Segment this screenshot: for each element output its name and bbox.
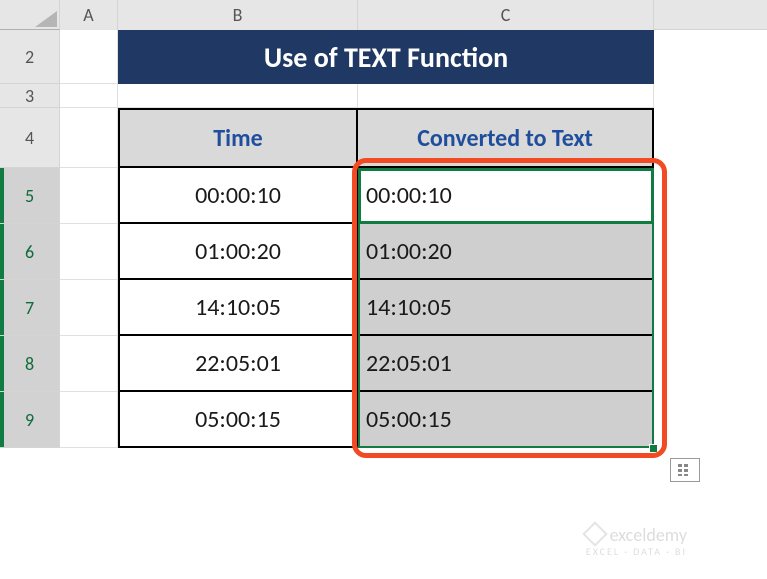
- row-header-9[interactable]: 9: [0, 392, 60, 448]
- cell-B8[interactable]: 22:05:01: [118, 336, 358, 392]
- cell-C7[interactable]: 14:10:05: [358, 280, 654, 336]
- row-header-8[interactable]: 8: [0, 336, 60, 392]
- cell-B5[interactable]: 00:00:10: [118, 168, 358, 224]
- fill-handle[interactable]: [649, 444, 658, 453]
- row-header-5[interactable]: 5: [0, 168, 60, 224]
- cell-A5[interactable]: [60, 168, 118, 224]
- cell-A2[interactable]: [60, 30, 118, 84]
- row-header-6[interactable]: 6: [0, 224, 60, 280]
- cell-C5[interactable]: 00:00:10: [358, 168, 654, 224]
- cell-C3[interactable]: [358, 84, 654, 108]
- cell-B7[interactable]: 14:10:05: [118, 280, 358, 336]
- cell-A7[interactable]: [60, 280, 118, 336]
- row-header-3[interactable]: 3: [0, 84, 60, 108]
- column-headers: A B C: [0, 0, 767, 30]
- cell-A9[interactable]: [60, 392, 118, 448]
- spreadsheet-view: A B C 2 3 4 5 6 7 8 9 Use of TEXT Functi…: [0, 0, 767, 579]
- cell-C8[interactable]: 22:05:01: [358, 336, 654, 392]
- cell-A4[interactable]: [60, 108, 118, 168]
- cell-B9[interactable]: 05:00:15: [118, 392, 358, 448]
- row-header-2[interactable]: 2: [0, 30, 60, 84]
- cell-A6[interactable]: [60, 224, 118, 280]
- select-all-corner[interactable]: [0, 0, 60, 30]
- cell-B3[interactable]: [118, 84, 358, 108]
- cell-C6[interactable]: 01:00:20: [358, 224, 654, 280]
- col-header-A[interactable]: A: [60, 0, 118, 30]
- row-headers: 2 3 4 5 6 7 8 9: [0, 30, 60, 448]
- row-header-4[interactable]: 4: [0, 108, 60, 168]
- row-header-7[interactable]: 7: [0, 280, 60, 336]
- cell-A3[interactable]: [60, 84, 118, 108]
- cell-C9[interactable]: 05:00:15: [358, 392, 654, 448]
- col-header-B[interactable]: B: [118, 0, 358, 30]
- cell-B6[interactable]: 01:00:20: [118, 224, 358, 280]
- cell-A8[interactable]: [60, 336, 118, 392]
- title-cell[interactable]: Use of TEXT Function: [118, 30, 654, 84]
- quick-analysis-icon[interactable]: [670, 458, 700, 482]
- grid-area: Use of TEXT Function Time Converted to T…: [60, 30, 767, 579]
- header-converted[interactable]: Converted to Text: [358, 108, 654, 168]
- header-time[interactable]: Time: [118, 108, 358, 168]
- col-header-C[interactable]: C: [358, 0, 654, 30]
